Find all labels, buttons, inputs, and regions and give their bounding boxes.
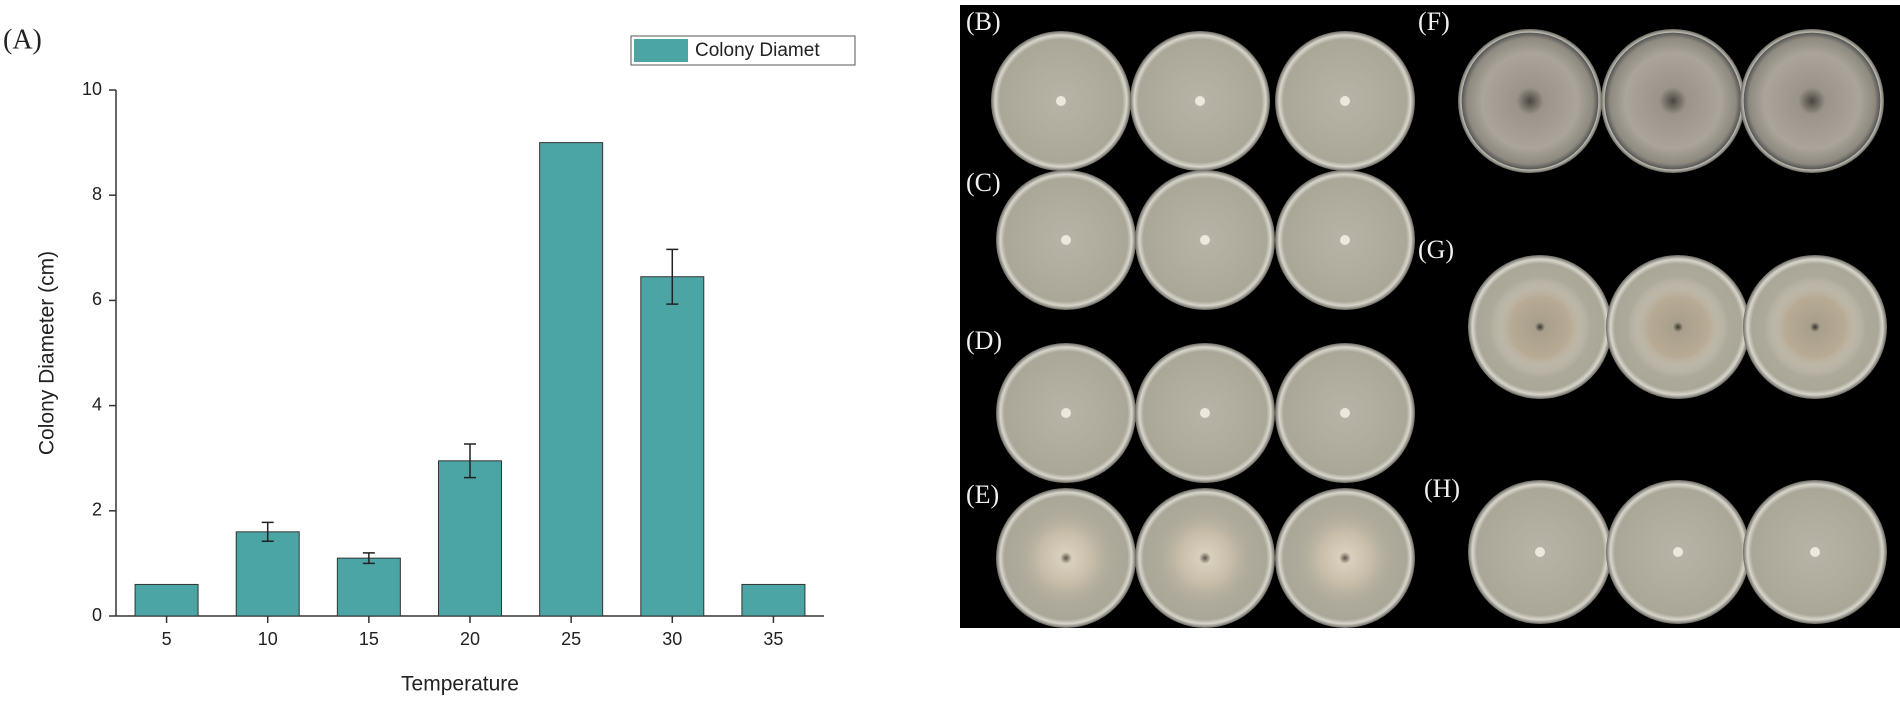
photo-panel-label: (H) <box>1424 474 1460 503</box>
x-tick-label: 30 <box>662 629 682 649</box>
photo-panel-label: (E) <box>966 480 999 509</box>
x-tick-label: 20 <box>460 629 480 649</box>
y-axis-label: Colony Diameter (cm) <box>36 251 59 455</box>
inoculum <box>1810 547 1820 557</box>
y-tick-label: 8 <box>92 184 102 204</box>
error-bar <box>362 552 375 565</box>
x-tick-label: 25 <box>561 629 581 649</box>
colony <box>1627 276 1729 378</box>
inoculum <box>1195 96 1205 106</box>
bar <box>235 531 300 617</box>
bar <box>640 276 705 617</box>
inoculum <box>1200 235 1210 245</box>
x-tick-label: 35 <box>763 629 783 649</box>
colony <box>1017 509 1115 607</box>
bar <box>438 460 502 617</box>
inoculum <box>1340 96 1350 106</box>
x-tick-label: 5 <box>162 629 172 649</box>
bar <box>336 557 401 617</box>
y-tick-label: 0 <box>92 605 102 625</box>
inoculum <box>1340 235 1350 245</box>
inoculum <box>1056 96 1066 106</box>
photo-panel-label: (C) <box>966 168 1001 197</box>
legend-swatch <box>634 39 688 62</box>
inoculum <box>1340 408 1350 418</box>
colony <box>1604 32 1742 170</box>
inoculum <box>1673 547 1683 557</box>
inoculum <box>1061 408 1071 418</box>
bar <box>134 583 199 617</box>
inoculum <box>1200 408 1210 418</box>
colony <box>1461 32 1599 170</box>
colony <box>1489 276 1591 378</box>
error-bar <box>261 521 274 543</box>
photo-panels: (B) (C) (D) (E) (F) (G) (H) <box>960 5 1900 628</box>
legend-label: Colony Diamet <box>695 40 820 61</box>
photo-panel-label: (G) <box>1418 235 1454 264</box>
legend: Colony Diamet <box>630 35 856 66</box>
y-tick-label: 6 <box>92 289 102 309</box>
x-axis-label: Temperature <box>401 673 519 696</box>
inoculum <box>1535 547 1545 557</box>
colony <box>1156 509 1254 607</box>
bar <box>539 142 604 617</box>
inoculum <box>1061 235 1071 245</box>
y-tick-label: 2 <box>92 500 102 520</box>
photo-panel-label: (B) <box>966 7 1001 36</box>
photo-panel-label: (D) <box>966 326 1002 355</box>
y-tick-label: 10 <box>82 79 102 99</box>
colony <box>1296 509 1394 607</box>
error-bar <box>666 248 679 305</box>
colony <box>1743 32 1881 170</box>
x-tick-label: 10 <box>258 629 278 649</box>
y-tick-label: 4 <box>92 394 102 414</box>
x-tick-label: 15 <box>359 629 379 649</box>
photo-panel-label: (F) <box>1418 7 1450 36</box>
chart: 0 2 4 6 8 10 Colony Diameter (cm) Temperature 5 1… <box>36 35 856 696</box>
bar <box>741 583 806 617</box>
panel-label: (A) <box>3 24 42 55</box>
error-bar <box>464 443 476 479</box>
colony <box>1764 276 1866 378</box>
